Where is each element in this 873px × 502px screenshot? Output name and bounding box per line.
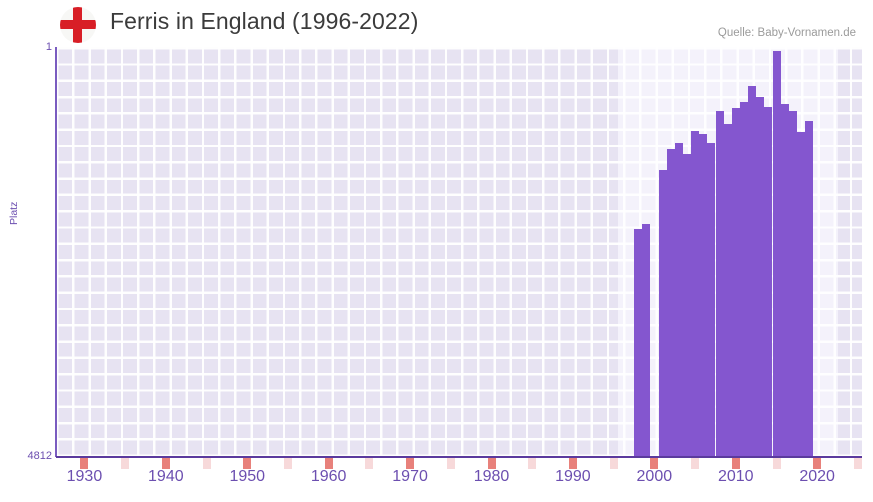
bar-2004	[682, 153, 691, 457]
x-axis-label-2000: 2000	[636, 468, 673, 485]
bar-2011	[739, 101, 748, 457]
bar-2001	[658, 169, 667, 457]
x-axis-label-1940: 1940	[148, 468, 184, 485]
x-axis-label-1950: 1950	[229, 468, 266, 485]
bar-2009	[723, 123, 732, 457]
plot-area	[56, 47, 862, 457]
bar-2008	[715, 111, 724, 457]
y-axis: 1 4812 Platz	[0, 0, 52, 502]
bar-series	[56, 47, 862, 457]
x-tick-1965	[365, 458, 374, 469]
x-tick-2015	[772, 458, 781, 469]
bar-2007	[707, 142, 716, 457]
bar-1998	[634, 228, 643, 457]
bar-2010	[731, 107, 740, 457]
bar-2015	[772, 51, 781, 457]
x-tick-2020	[813, 458, 822, 469]
chart-title: Ferris in England (1996-2022)	[110, 8, 419, 34]
x-axis-label-1970: 1970	[392, 468, 428, 485]
bar-2003	[674, 143, 683, 457]
bar-2016	[780, 104, 789, 457]
england-flag-icon	[60, 7, 96, 43]
x-tick-2010	[731, 458, 740, 469]
y-axis-title: Platz	[8, 201, 20, 225]
x-axis-label-1980: 1980	[473, 468, 510, 485]
x-tick-1935	[121, 458, 130, 469]
x-tick-1955	[284, 458, 293, 469]
x-axis-label-1990: 1990	[555, 468, 591, 485]
chart-source-label: Quelle: Baby-Vornamen.de	[717, 27, 856, 39]
x-tick-1985	[528, 458, 537, 469]
x-tick-2025	[853, 458, 862, 469]
bar-2017	[788, 111, 797, 457]
x-tick-1950	[243, 458, 252, 469]
x-axis-labels: 1930 1940 1950 1960 1970 1980 1990 2000 2010 2020	[0, 468, 873, 492]
x-axis-line	[56, 456, 862, 458]
flag-cross-vertical	[73, 7, 82, 43]
bar-2002	[666, 148, 675, 457]
y-tick-label-bottom: 4812	[27, 450, 52, 462]
x-tick-1945	[202, 458, 211, 469]
x-tick-1975	[446, 458, 455, 469]
bar-2012	[748, 85, 757, 457]
x-axis-label-2010: 2010	[717, 468, 754, 485]
x-tick-1980	[487, 458, 496, 469]
bar-2005	[691, 130, 700, 457]
bar-2013	[756, 96, 765, 457]
x-axis-label-1930: 1930	[66, 468, 103, 485]
x-tick-1930	[80, 458, 89, 469]
chart-header: Ferris in England (1996-2022) Quelle: Ba…	[0, 0, 873, 45]
bar-2014	[764, 106, 773, 457]
x-tick-1960	[324, 458, 333, 469]
x-axis-ticks	[56, 458, 862, 469]
x-tick-2000	[650, 458, 659, 469]
x-tick-2005	[691, 458, 700, 469]
y-tick-label-top: 1	[45, 41, 52, 53]
bar-1999	[642, 223, 651, 457]
x-tick-1970	[406, 458, 415, 469]
bar-2006	[699, 134, 708, 457]
x-tick-1995	[609, 458, 618, 469]
x-axis-label-1960: 1960	[310, 468, 347, 485]
x-tick-1940	[161, 458, 170, 469]
bar-2019	[805, 121, 814, 457]
bar-2018	[796, 131, 805, 457]
y-axis-line	[55, 47, 57, 457]
x-axis-label-2020: 2020	[799, 468, 835, 485]
x-tick-1990	[568, 458, 577, 469]
